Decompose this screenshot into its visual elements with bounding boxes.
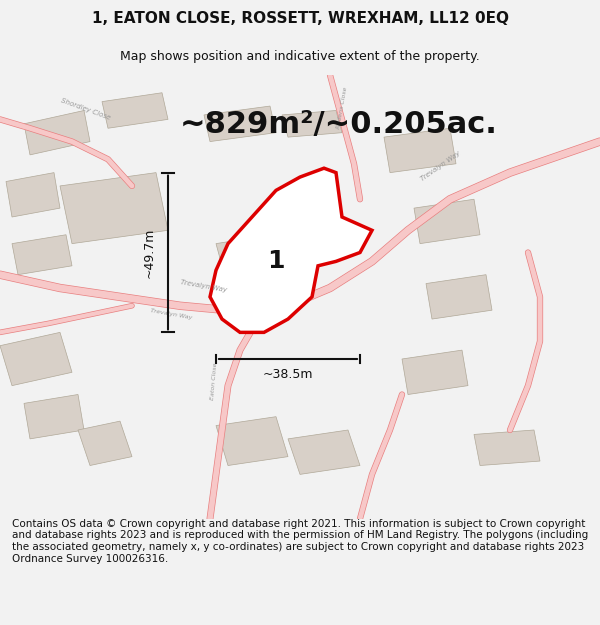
Text: Trevalyn Way: Trevalyn Way bbox=[180, 279, 227, 294]
Polygon shape bbox=[402, 350, 468, 394]
Text: Shordley Close: Shordley Close bbox=[60, 97, 111, 121]
Polygon shape bbox=[384, 128, 456, 173]
Text: Eaton Close: Eaton Close bbox=[210, 362, 218, 400]
Polygon shape bbox=[102, 92, 168, 128]
Polygon shape bbox=[0, 332, 72, 386]
Polygon shape bbox=[216, 417, 288, 466]
Polygon shape bbox=[474, 430, 540, 466]
Polygon shape bbox=[210, 168, 372, 332]
Text: Rodens Close: Rodens Close bbox=[336, 86, 349, 129]
Text: Contains OS data © Crown copyright and database right 2021. This information is : Contains OS data © Crown copyright and d… bbox=[12, 519, 588, 564]
Text: ~38.5m: ~38.5m bbox=[263, 368, 313, 381]
Text: ~49.7m: ~49.7m bbox=[143, 228, 156, 278]
Text: Trevalyn Way: Trevalyn Way bbox=[420, 151, 462, 182]
Text: 1: 1 bbox=[267, 249, 285, 273]
Polygon shape bbox=[204, 106, 276, 141]
Text: 1, EATON CLOSE, ROSSETT, WREXHAM, LL12 0EQ: 1, EATON CLOSE, ROSSETT, WREXHAM, LL12 0… bbox=[91, 11, 509, 26]
Polygon shape bbox=[6, 173, 60, 217]
Text: Trevalyn Way: Trevalyn Way bbox=[150, 308, 193, 320]
Polygon shape bbox=[216, 230, 312, 288]
Text: ~829m²/~0.205ac.: ~829m²/~0.205ac. bbox=[180, 111, 498, 139]
Text: Map shows position and indicative extent of the property.: Map shows position and indicative extent… bbox=[120, 50, 480, 62]
Polygon shape bbox=[78, 421, 132, 466]
Polygon shape bbox=[12, 235, 72, 275]
Polygon shape bbox=[282, 111, 342, 137]
Polygon shape bbox=[414, 199, 480, 244]
Polygon shape bbox=[288, 430, 360, 474]
Polygon shape bbox=[24, 394, 84, 439]
Polygon shape bbox=[24, 111, 90, 155]
Polygon shape bbox=[426, 275, 492, 319]
Polygon shape bbox=[60, 173, 168, 244]
